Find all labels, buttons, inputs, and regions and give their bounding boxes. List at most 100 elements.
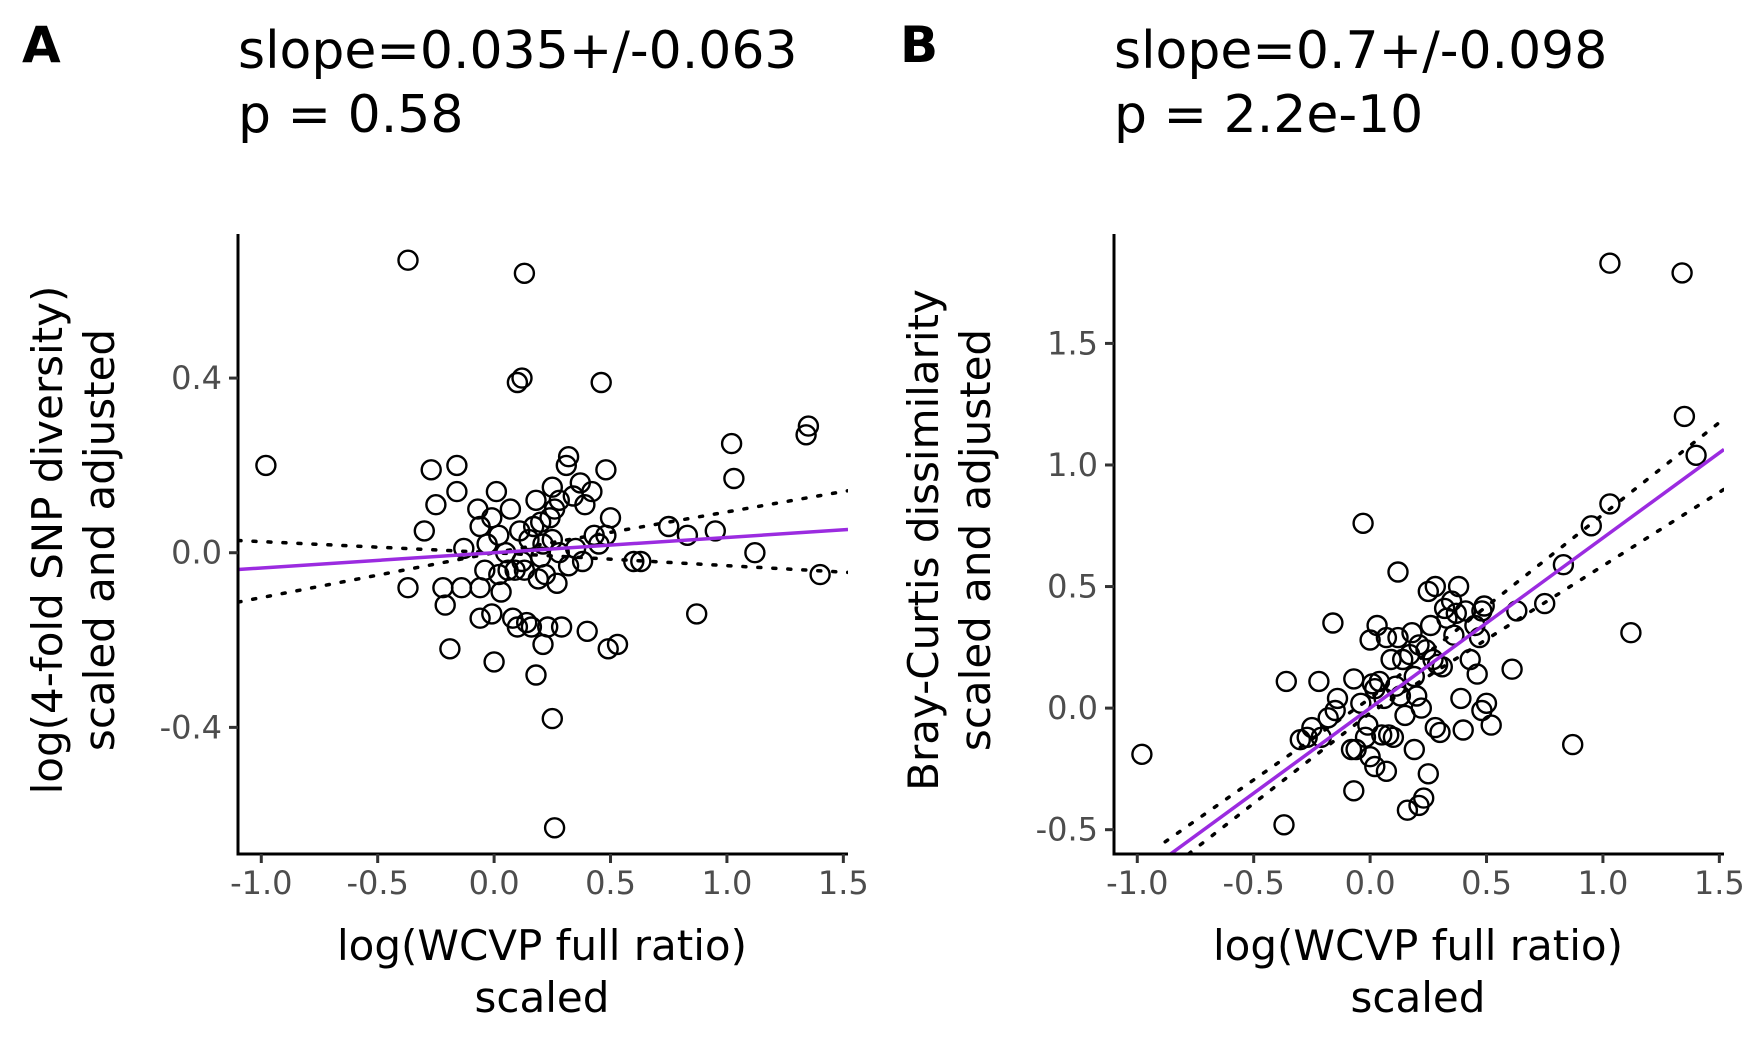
panel-a-point [590, 371, 612, 394]
panel-b-point [1410, 697, 1433, 719]
panel-b: B slope=0.7+/-0.098 p = 2.2e-10 log(WCVP… [899, 16, 1745, 1022]
panel-a-ylabel-line-2: scaled and adjusted [75, 329, 124, 751]
panel-a-point [744, 542, 766, 564]
panel-a-point [511, 367, 533, 389]
panel-b-point [1370, 724, 1393, 746]
panel-a-x-tick-label: 1.0 [701, 864, 752, 902]
panel-a-point [541, 707, 563, 730]
panel-b-y-tick-label: 0.0 [1047, 689, 1098, 727]
panel-b-y-tick-label: 0.5 [1047, 568, 1098, 606]
panel-b-letter: B [900, 16, 938, 74]
panel-b-point [1375, 760, 1398, 782]
panel-b-point [1452, 719, 1474, 741]
panel-a-ci-lower [238, 550, 848, 604]
panel-b-point [1324, 699, 1346, 722]
panel-a-ylabel-line-1: log(4-fold SNP diversity) [23, 286, 72, 795]
panel-a-point [809, 563, 831, 586]
panel-a-point [485, 480, 508, 503]
panel-a-point [413, 520, 435, 542]
panel-a-fit-line [238, 527, 848, 572]
panel-a-point [555, 454, 577, 477]
panel-b-point [1380, 648, 1402, 671]
panel-a-title-line-1: slope=0.035+/-0.063 [238, 21, 798, 81]
panel-b-plot-area: -1.0 -0.5 0.0 0.5 1.0 1.5-0.50.00.51.01.5 [1036, 234, 1745, 902]
panel-b-fit-line [1167, 448, 1724, 854]
panel-b-point [1308, 670, 1330, 693]
panel-a-point [469, 607, 491, 629]
panel-b-point [1352, 512, 1374, 534]
panel-b-x-tick-label: 1.0 [1577, 864, 1628, 902]
panel-a-point [541, 476, 563, 498]
panel-b-xlabel-line-2: scaled [1351, 973, 1486, 1022]
panel-a-point [420, 459, 442, 481]
panel-b-y-tick-label: -0.5 [1036, 811, 1098, 849]
panel-b-point [1685, 444, 1707, 466]
panel-a-point [516, 611, 538, 634]
panel-a-point [606, 633, 629, 656]
panel-b-point [1501, 658, 1523, 680]
panel-a-point [543, 817, 566, 839]
panel-b-point [1357, 714, 1379, 736]
panel-b-x-tick-label: -0.5 [1222, 864, 1284, 902]
panel-b-point [1424, 575, 1447, 598]
panel-a-point [499, 498, 522, 520]
panel-a-point [483, 651, 505, 673]
panel-b-point [1447, 575, 1470, 598]
panel-a-point [467, 498, 489, 520]
panel-a-point [474, 559, 496, 581]
panel-b-point [1673, 405, 1696, 428]
panel-a-point [550, 616, 573, 638]
panel-a-point [446, 480, 468, 503]
panel-b-point [1417, 763, 1440, 785]
panel-a-point [537, 616, 559, 638]
panel-a-point [720, 432, 743, 455]
panel-a-point [658, 515, 680, 538]
panel-b-point [1403, 738, 1426, 761]
panel-b-y-tick-label: 1.5 [1047, 324, 1098, 362]
panel-b-point [1396, 799, 1419, 821]
panel-b-point [1273, 814, 1295, 836]
panel-a-point [532, 633, 554, 656]
panel-a-point [630, 550, 652, 573]
panel-a-xlabel-line-2: scaled [475, 973, 610, 1022]
panel-a-point [453, 537, 475, 560]
panel-b-point [1599, 252, 1621, 274]
panel-a-x-tick-label: 0.5 [585, 864, 636, 902]
panel-a-point [595, 459, 617, 481]
panel-a-point [546, 572, 568, 594]
panel-a-point [527, 568, 549, 590]
panel-b-point [1322, 612, 1344, 634]
panel-b-point [1466, 663, 1488, 685]
panel-b-x-tick-label: 0.5 [1461, 864, 1512, 902]
panel-a-title-line-2: p = 0.58 [238, 85, 463, 145]
panel-b-point [1599, 493, 1621, 515]
panel-a-point [397, 249, 419, 271]
panel-a-point [397, 577, 419, 599]
panel-a-point [434, 594, 456, 616]
panel-b-point [1433, 597, 1456, 620]
panel-b-point [1343, 780, 1365, 802]
panel-a-point [520, 616, 543, 638]
panel-a-point [525, 664, 547, 686]
panel-a-xlabel-line-1: log(WCVP full ratio) [337, 921, 747, 970]
panel-b-point [1429, 721, 1451, 744]
panel-b-ylabel-line-2: scaled and adjusted [951, 329, 1000, 751]
panel-b-point [1364, 755, 1386, 778]
panel-a-points [255, 249, 831, 839]
panel-a-x-tick-label: -0.5 [346, 864, 408, 902]
panel-b-x-tick-label: -1.0 [1106, 864, 1168, 902]
panel-b-point [1580, 515, 1603, 537]
panel-b-point [1424, 716, 1447, 739]
panel-a-point [439, 638, 461, 660]
panel-b-point [1387, 561, 1409, 583]
panel-b-point [1552, 554, 1575, 576]
panel-b-ci-lower [1186, 487, 1724, 854]
panel-a-point [795, 424, 817, 446]
panel-a-point [446, 454, 468, 477]
panel-a-x-tick-label: 1.5 [818, 864, 869, 902]
panel-a-y-tick-label: -0.4 [160, 708, 222, 746]
panel-a-y-tick-label: 0.4 [171, 359, 222, 397]
panel-b-point [1375, 626, 1398, 649]
panel-a-point [525, 489, 547, 511]
panel-b-point [1387, 626, 1409, 649]
